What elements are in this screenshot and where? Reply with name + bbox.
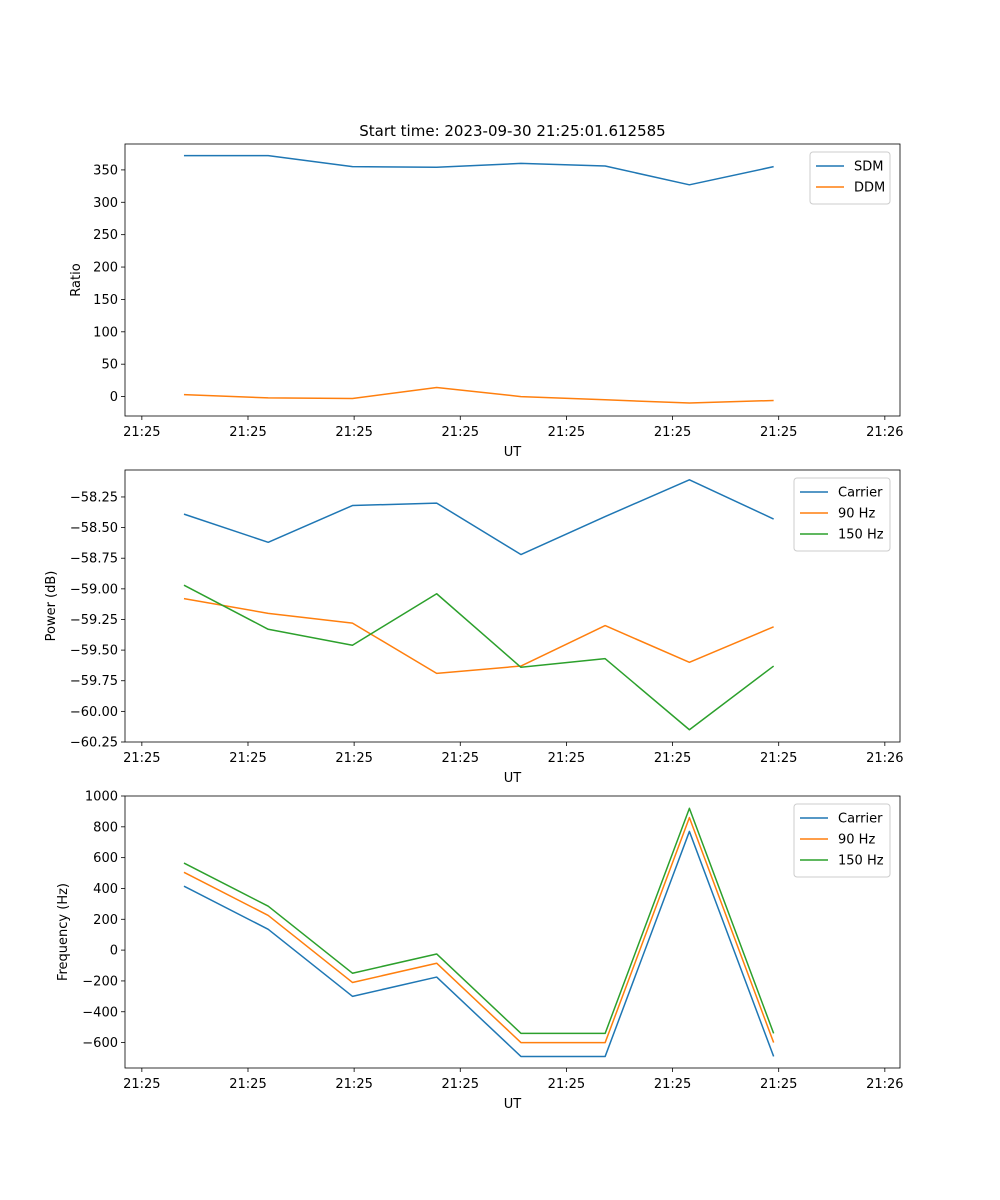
series-line-carrier — [183, 830, 775, 1058]
y-tick-label: 0 — [110, 944, 118, 959]
y-tick-label: 350 — [93, 163, 118, 178]
y-tick-label: 250 — [93, 228, 118, 243]
legend-label: SDM — [854, 160, 883, 175]
legend-label: Carrier — [838, 812, 883, 827]
y-tick-label: −58.50 — [70, 521, 118, 536]
y-tick-label: −600 — [82, 1036, 118, 1051]
x-tick-label: 21:25 — [335, 1077, 372, 1092]
series-line-ddm — [183, 386, 774, 404]
y-tick-label: −400 — [82, 1005, 118, 1020]
x-tick-label: 21:25 — [123, 1077, 160, 1092]
legend-label: 90 Hz — [838, 833, 875, 848]
legend-label: 150 Hz — [838, 528, 884, 543]
x-tick-label: 21:25 — [123, 425, 160, 440]
x-tick-label: 21:25 — [654, 1077, 691, 1092]
x-tick-label: 21:25 — [335, 751, 372, 766]
series-line-150-hz — [183, 584, 775, 731]
x-tick-label: 21:25 — [442, 425, 479, 440]
x-tick-label: 21:25 — [229, 1077, 266, 1092]
y-axis-label: Ratio — [69, 263, 84, 296]
series-line-90-hz — [183, 597, 774, 675]
legend-label: 90 Hz — [838, 507, 875, 522]
y-tick-label: 1000 — [85, 790, 118, 805]
y-tick-label: −60.25 — [70, 736, 118, 751]
legend: Carrier 90 Hz 150 Hz — [793, 477, 891, 552]
y-tick-label: −59.25 — [70, 613, 118, 628]
legend: Carrier 90 Hz 150 Hz — [793, 803, 891, 878]
legend-box — [809, 151, 891, 205]
y-tick-label: −59.75 — [70, 674, 118, 689]
x-tick-label: 21:25 — [335, 425, 372, 440]
legend-label: DDM — [854, 181, 885, 196]
legend-box — [793, 803, 891, 878]
x-tick-label: 21:25 — [654, 425, 691, 440]
y-tick-label: −58.25 — [70, 490, 118, 505]
x-axis-label: UT — [504, 1097, 522, 1112]
axes-frame — [124, 795, 901, 1069]
x-tick-label: 21:25 — [229, 425, 266, 440]
legend-label: Carrier — [838, 486, 883, 501]
x-tick-label: 21:25 — [548, 751, 585, 766]
x-tick-label: 21:25 — [548, 425, 585, 440]
y-tick-label: −58.75 — [70, 552, 118, 567]
x-axis-label: UT — [504, 445, 522, 460]
x-axis-label: UT — [504, 771, 522, 786]
y-tick-label: 600 — [93, 851, 118, 866]
chart-frequency: 21:25 21:25 21:25 21:25 21:25 21:25 21:25 21:26… — [56, 790, 904, 1113]
legend: SDM DDM — [809, 151, 891, 205]
x-tick-label: 21:25 — [760, 751, 797, 766]
x-tick-label: 21:26 — [866, 425, 903, 440]
axes-frame — [124, 143, 901, 417]
y-tick-label: 150 — [93, 293, 118, 308]
x-tick-label: 21:25 — [442, 751, 479, 766]
y-tick-label: −59.50 — [70, 644, 118, 659]
x-tick-label: 21:25 — [123, 751, 160, 766]
legend-box — [793, 477, 891, 552]
y-axis-label: Power (dB) — [44, 571, 59, 642]
series-line-150-hz — [183, 807, 775, 1035]
y-tick-label: 200 — [93, 261, 118, 276]
y-tick-label: 800 — [93, 820, 118, 835]
x-tick-label: 21:25 — [760, 1077, 797, 1092]
x-tick-label: 21:25 — [548, 1077, 585, 1092]
series-line-sdm — [183, 154, 774, 186]
y-axis-label: Frequency (Hz) — [56, 883, 71, 981]
x-tick-label: 21:25 — [442, 1077, 479, 1092]
x-tick-label: 21:26 — [866, 751, 903, 766]
axes-frame — [124, 469, 901, 743]
x-tick-label: 21:26 — [866, 1077, 903, 1092]
y-tick-label: 300 — [93, 196, 118, 211]
chart-power: 21:25 21:25 21:25 21:25 21:25 21:25 21:25 21:26… — [44, 469, 904, 786]
y-tick-label: 50 — [101, 358, 118, 373]
y-tick-label: −60.00 — [70, 705, 118, 720]
x-tick-label: 21:25 — [654, 751, 691, 766]
legend-label: 150 Hz — [838, 854, 884, 869]
series-line-carrier — [183, 479, 774, 556]
series-line-90-hz — [183, 816, 775, 1044]
y-tick-label: 0 — [110, 390, 118, 405]
y-tick-label: −59.00 — [70, 582, 118, 597]
figure-title: Start time: 2023-09-30 21:25:01.612585 — [359, 122, 665, 140]
y-tick-label: 200 — [93, 913, 118, 928]
y-tick-label: 100 — [93, 325, 118, 340]
x-tick-label: 21:25 — [229, 751, 266, 766]
y-tick-label: 400 — [93, 882, 118, 897]
x-tick-label: 21:25 — [760, 425, 797, 440]
chart-ratio: 21:25 21:25 21:25 21:25 21:25 21:25 21:25 21:26… — [69, 143, 904, 460]
y-tick-label: −200 — [82, 974, 118, 989]
